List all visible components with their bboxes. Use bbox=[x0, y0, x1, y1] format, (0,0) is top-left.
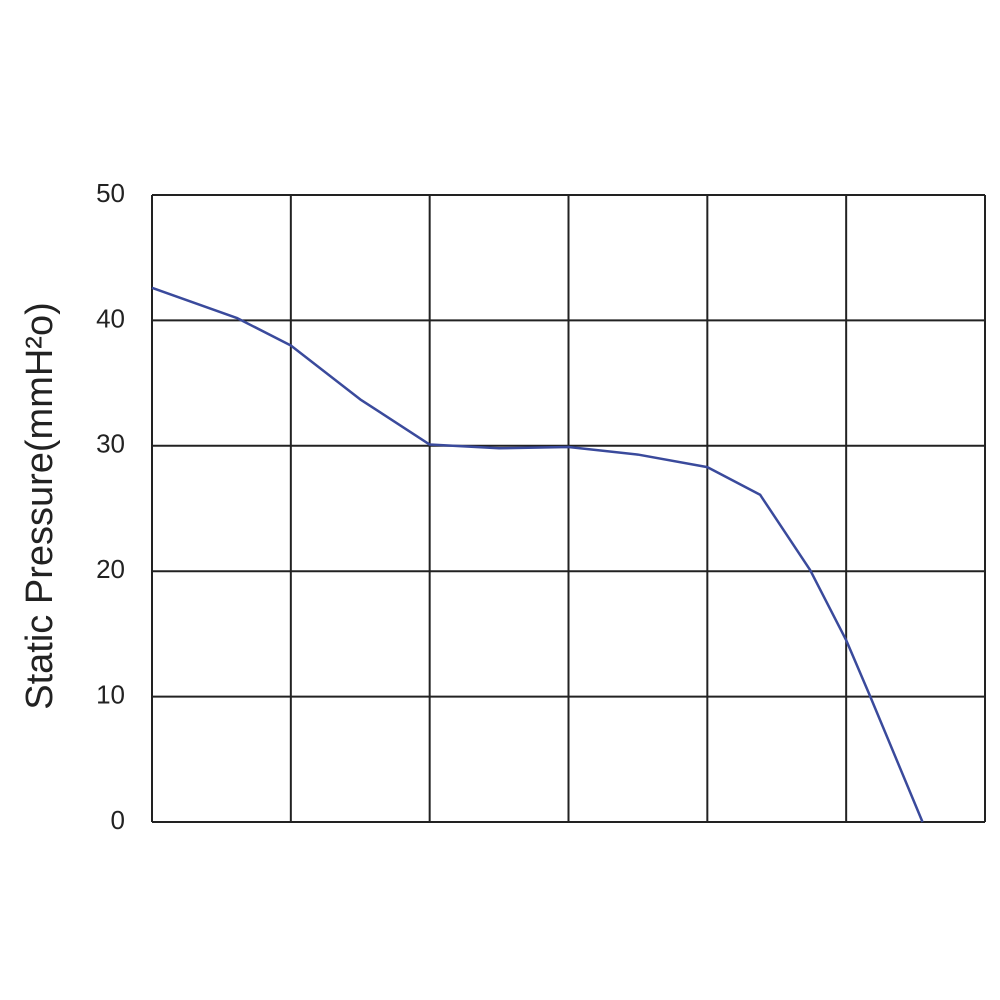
line-series bbox=[151, 286, 924, 823]
y-axis-label: Static Pressure(mmH²o) bbox=[19, 302, 61, 710]
y-tick-label: 20 bbox=[96, 554, 125, 584]
y-tick-label: 50 bbox=[96, 178, 125, 208]
y-tick-label: 40 bbox=[96, 303, 125, 333]
y-tick-label: 30 bbox=[96, 429, 125, 459]
y-tick-label: 0 bbox=[111, 805, 125, 835]
y-tick-label: 10 bbox=[96, 679, 125, 709]
